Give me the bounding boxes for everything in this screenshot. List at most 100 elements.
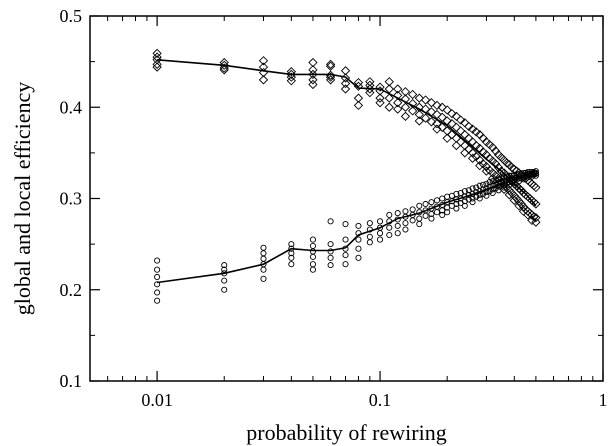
circle-point: [309, 266, 316, 273]
diamond-point: [325, 59, 336, 69]
circle-point: [260, 266, 267, 273]
diamond-point: [340, 84, 351, 94]
diamond-point: [375, 93, 385, 103]
diamond-point: [464, 121, 474, 132]
diamond-point: [325, 75, 336, 85]
diamond-point: [437, 112, 447, 122]
diamond-point: [400, 102, 411, 112]
circle-point: [309, 236, 316, 243]
diamond-point: [375, 82, 385, 92]
data-marks: [152, 48, 541, 304]
diamond-point: [420, 95, 431, 105]
diamond-point: [442, 105, 452, 115]
diamond-point: [384, 93, 394, 103]
diamond-point: [531, 217, 541, 227]
circle-point: [366, 233, 373, 240]
circle-point: [402, 226, 409, 233]
circle-point: [473, 193, 480, 200]
diamond-point: [447, 119, 457, 129]
circle-point: [402, 220, 409, 227]
circle-point: [377, 230, 384, 237]
diamond-point: [286, 76, 296, 86]
circle-point: [154, 266, 161, 273]
diamond-point: [491, 159, 501, 169]
diamond-point: [353, 77, 364, 88]
circle-point: [260, 250, 267, 257]
circle-point: [409, 217, 416, 224]
circle-point: [260, 255, 267, 262]
circle-point: [469, 195, 476, 202]
diamond-point: [308, 79, 318, 90]
circle-point: [154, 281, 161, 288]
diamond-point: [414, 102, 424, 112]
circle-point: [469, 199, 476, 206]
diamond-point: [219, 60, 229, 70]
diamond-point: [286, 67, 296, 77]
diamond-point: [393, 84, 403, 94]
diamond-point: [437, 122, 447, 132]
x-axis-title: probability of rewiring: [246, 420, 446, 445]
y-tick-label: 0.5: [60, 6, 83, 26]
diamond-point: [258, 75, 269, 85]
diamond-point: [219, 57, 229, 68]
diamond-point: [456, 115, 466, 125]
circle-point: [439, 211, 446, 218]
diamond-point: [353, 100, 364, 111]
diamond-point: [407, 106, 418, 116]
circle-point: [221, 262, 228, 269]
diamond-point: [365, 77, 375, 87]
circle-point: [221, 277, 228, 284]
diamond-point: [400, 87, 411, 97]
circle-point: [288, 250, 295, 257]
circle-point: [342, 220, 349, 228]
circle-point: [309, 261, 316, 268]
circle-point: [288, 261, 295, 268]
circle-point: [221, 266, 228, 273]
diamond-point: [152, 52, 162, 62]
circle-point: [483, 192, 490, 199]
circle-point: [260, 275, 267, 282]
diamond-point: [407, 98, 418, 109]
diamond-point: [502, 158, 512, 168]
tick-labels: 0.1 0.2 0.3 0.4 0.5 0.01 0.1 1: [60, 6, 608, 410]
y-tick-label: 0.4: [60, 97, 83, 117]
circle-point: [465, 187, 472, 194]
circle-point: [428, 210, 435, 218]
circle-point: [386, 224, 393, 231]
diamond-point: [420, 113, 431, 123]
diamond-point: [432, 100, 442, 111]
diamond-point: [152, 59, 162, 69]
diamond-point: [484, 140, 495, 150]
circle-point: [453, 205, 460, 212]
diamond-point: [325, 72, 336, 82]
circle-point: [486, 179, 493, 186]
circle-point: [342, 252, 349, 259]
circle-point: [288, 254, 295, 261]
mean-lines: [156, 59, 537, 284]
diamond-point: [447, 109, 457, 119]
circle-point: [422, 212, 429, 219]
y-tick-label: 0.3: [60, 189, 83, 209]
circle-point: [327, 248, 334, 255]
circle-point: [342, 261, 349, 268]
diamond-series-line: [157, 59, 537, 207]
diamond-point: [414, 109, 424, 120]
circle-point: [386, 211, 393, 218]
circle-point: [495, 187, 502, 194]
circle-point: [355, 245, 362, 252]
x-tick-label: 1: [599, 390, 608, 410]
diamond-point: [531, 213, 541, 223]
diamond-point: [432, 124, 442, 134]
circle-point: [355, 222, 362, 229]
diamond-point: [531, 182, 541, 193]
circle-point: [433, 197, 441, 204]
x-tick-label: 0.01: [141, 390, 173, 410]
circle-point: [221, 286, 228, 293]
diamond-point: [308, 69, 318, 80]
circle-point: [501, 184, 508, 191]
y-axis-title: global and local efficiency: [10, 82, 35, 316]
diamond-point: [258, 56, 269, 66]
axis-ticks: [90, 15, 604, 382]
diamond-point: [152, 62, 162, 72]
diamond-point: [219, 63, 229, 73]
